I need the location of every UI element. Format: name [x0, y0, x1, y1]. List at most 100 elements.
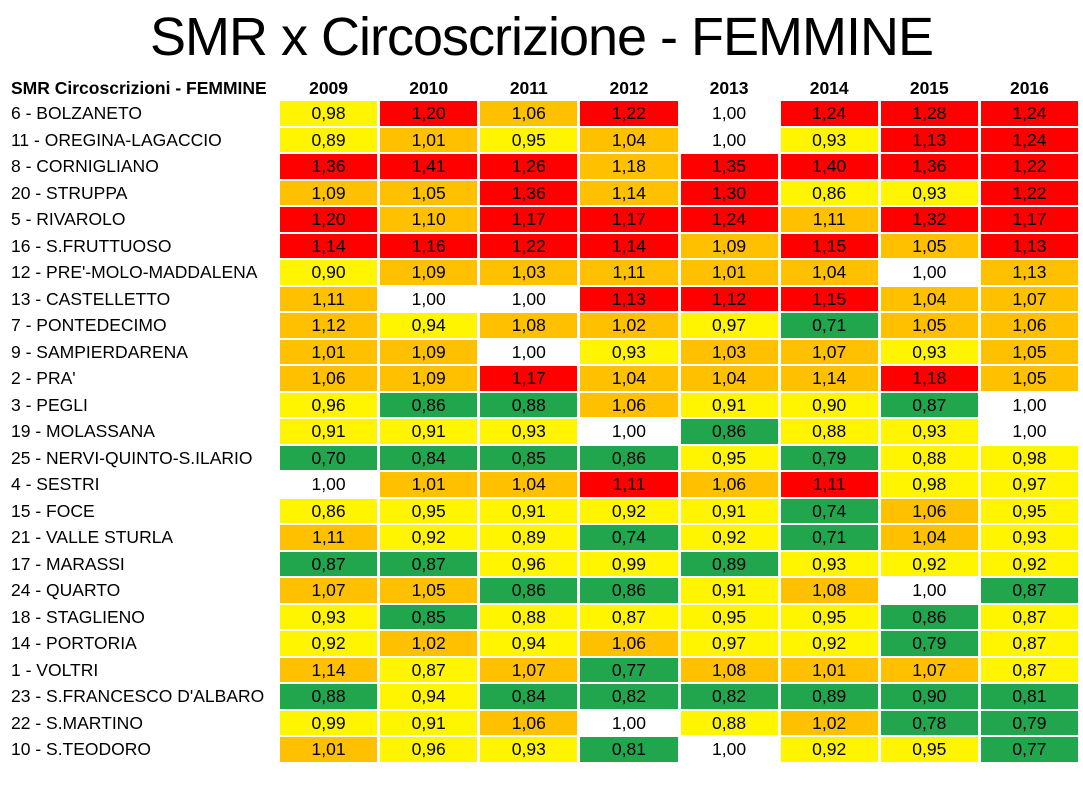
value-cell: 1,01 [280, 737, 378, 762]
row-label: 5 - RIVAROLO [11, 209, 126, 230]
value-cell: 0,92 [980, 551, 1078, 577]
value-cell: 1,24 [680, 207, 778, 232]
year-header-2014: 2014 [809, 77, 849, 98]
value-cell: 0,86 [780, 180, 878, 206]
value-cell: 0,95 [480, 127, 578, 153]
value-cell: 1,09 [680, 233, 778, 259]
value-cell: 1,05 [380, 180, 478, 206]
value-cell: 0,92 [280, 631, 378, 656]
table-header: SMR Circoscrizioni - FEMMINE 2009 2010 2011… [5, 77, 1078, 99]
value-cell: 0,98 [280, 101, 378, 126]
table-row: 10 - S.TEODORO 1,01 0,96 0,93 0,81 1,00 0,92 0,… [5, 737, 1078, 762]
value-cell: 0,99 [280, 710, 378, 736]
value-cell: 1,18 [580, 154, 678, 179]
year-header-2009: 2009 [309, 77, 349, 98]
value-cell: 0,79 [780, 445, 878, 471]
year-header-2016: 2016 [1009, 77, 1049, 98]
value-cell: 0,93 [880, 419, 978, 444]
value-cell: 1,00 [580, 710, 678, 736]
value-cell: 0,91 [280, 419, 378, 444]
value-cell: 0,85 [480, 445, 578, 471]
value-cell: 0,91 [680, 498, 778, 524]
table-row: 9 - SAMPIERDARENA 1,01 1,09 1,00 0,93 1,03 1,0… [5, 339, 1078, 365]
value-cell: 1,07 [880, 657, 978, 683]
table-row: 4 - SESTRI 1,00 1,01 1,04 1,11 1,06 1,11 0,98 0,… [5, 472, 1078, 497]
value-cell: 0,95 [780, 604, 878, 630]
value-cell: 1,14 [280, 657, 378, 683]
value-cell: 1,11 [580, 260, 678, 285]
value-cell: 0,86 [280, 498, 378, 524]
value-cell: 0,91 [680, 578, 778, 603]
value-cell: 1,06 [880, 498, 978, 524]
value-cell: 1,22 [980, 154, 1078, 179]
value-cell: 1,22 [480, 233, 578, 259]
row-label: 19 - MOLASSANA [11, 421, 155, 442]
value-cell: 1,11 [280, 525, 378, 550]
table-row: 11 - OREGINA-LAGACCIO 0,89 1,01 0,95 1,04 1,0… [5, 127, 1078, 153]
value-cell: 1,00 [680, 127, 778, 153]
value-cell: 1,01 [280, 339, 378, 365]
value-cell: 1,00 [680, 101, 778, 126]
value-cell: 1,06 [580, 392, 678, 418]
value-cell: 0,97 [980, 472, 1078, 497]
value-cell: 0,86 [680, 419, 778, 444]
row-label: 16 - S.FRUTTUOSO [11, 235, 172, 256]
value-cell: 1,01 [380, 472, 478, 497]
value-cell: 0,93 [880, 180, 978, 206]
value-cell: 0,93 [480, 419, 578, 444]
value-cell: 0,87 [280, 551, 378, 577]
value-cell: 0,93 [780, 551, 878, 577]
value-cell: 0,97 [680, 313, 778, 338]
value-cell: 0,90 [280, 260, 378, 285]
value-cell: 0,81 [580, 737, 678, 762]
value-cell: 1,13 [580, 286, 678, 312]
value-cell: 0,88 [480, 604, 578, 630]
value-cell: 1,24 [780, 101, 878, 126]
table-row: 23 - S.FRANCESCO D'ALBARO 0,88 0,94 0,84 0,8… [5, 684, 1078, 709]
value-cell: 0,84 [480, 684, 578, 709]
row-label: 17 - MARASSI [11, 553, 125, 574]
page-title: SMR x Circoscrizione - FEMMINE [149, 7, 934, 67]
row-label: 22 - S.MARTINO [11, 712, 143, 733]
table-row: 12 - PRE'-MOLO-MADDALENA 0,90 1,09 1,03 1,11… [5, 260, 1078, 285]
value-cell: 1,07 [480, 657, 578, 683]
value-cell: 0,91 [380, 710, 478, 736]
year-header-2013: 2013 [709, 77, 749, 98]
row-label: 14 - PORTORIA [11, 633, 137, 654]
value-cell: 1,14 [280, 233, 378, 259]
row-label: 18 - STAGLIENO [11, 606, 145, 627]
value-cell: 0,71 [780, 313, 878, 338]
value-cell: 0,78 [880, 710, 978, 736]
value-cell: 0,91 [480, 498, 578, 524]
year-header-2015: 2015 [909, 77, 949, 98]
value-cell: 0,74 [780, 498, 878, 524]
value-cell: 1,09 [280, 180, 378, 206]
value-cell: 1,03 [680, 339, 778, 365]
value-cell: 1,00 [680, 737, 778, 762]
value-cell: 0,94 [380, 313, 478, 338]
value-cell: 1,11 [780, 207, 878, 232]
value-cell: 1,13 [980, 260, 1078, 285]
value-cell: 0,79 [980, 710, 1078, 736]
row-label: 15 - FOCE [11, 500, 95, 521]
value-cell: 1,03 [480, 260, 578, 285]
value-cell: 0,96 [280, 392, 378, 418]
value-cell: 0,90 [780, 392, 878, 418]
table-row: 2 - PRA' 1,06 1,09 1,17 1,04 1,04 1,14 1,18 1,05 [5, 366, 1078, 391]
value-cell: 1,04 [580, 366, 678, 391]
value-cell: 1,15 [780, 233, 878, 259]
value-cell: 1,00 [380, 286, 478, 312]
table-row: 17 - MARASSI 0,87 0,87 0,96 0,99 0,89 0,93 0,92… [5, 551, 1078, 577]
value-cell: 0,95 [680, 604, 778, 630]
value-cell: 0,97 [680, 631, 778, 656]
value-cell: 0,95 [680, 445, 778, 471]
value-cell: 1,02 [380, 631, 478, 656]
value-cell: 0,88 [680, 710, 778, 736]
header-row: SMR Circoscrizioni - FEMMINE 2009 2010 2011… [5, 77, 1078, 99]
value-cell: 0,93 [580, 339, 678, 365]
value-cell: 0,88 [780, 419, 878, 444]
value-cell: 0,98 [880, 472, 978, 497]
value-cell: 1,04 [880, 525, 978, 550]
value-cell: 0,86 [880, 604, 978, 630]
